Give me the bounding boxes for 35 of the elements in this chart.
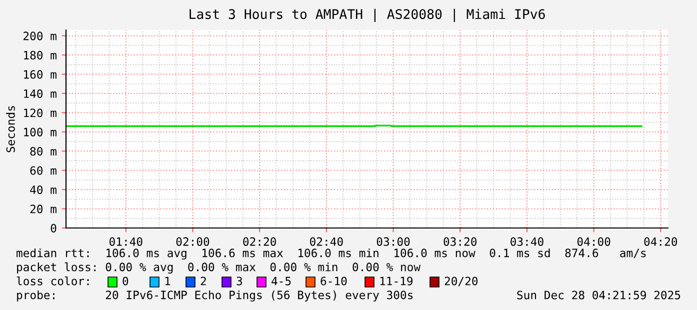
y-tick-label: 100 m — [24, 128, 56, 136]
text: loss color: — [16, 276, 89, 286]
x-tick-label: 03:20 — [444, 237, 477, 246]
y-tick-label: 0 — [50, 224, 56, 233]
x-tick-label: 03:00 — [376, 237, 410, 246]
y-tick-label: 20 m — [30, 204, 56, 214]
y-tick-label: 80 m — [30, 147, 56, 156]
text: Sun Dec 28 04:21:59 2025 — [517, 290, 680, 300]
y-tick-label: 40 m — [30, 185, 56, 194]
text: 1 — [165, 276, 170, 286]
y-tick-label: 160 m — [24, 70, 56, 79]
text: median rtt: 106.0 ms avg 106.6 ms max 106.0 ms min 106.0 ms now 0.1 ms sd 874.6 am/s — [16, 248, 646, 260]
text: 11-19 — [380, 276, 413, 286]
text: 20/20 — [444, 276, 478, 286]
text: packet loss: 0.00 % avg 0.00 % max 0.00 % min 0.00 % now — [17, 262, 421, 274]
x-tick-label: 04:20 — [644, 237, 678, 246]
chart-title: Last 3 Hours to AMPATH | AS20080 | Miami IPv6 — [190, 8, 545, 22]
y-tick-label: 200 m — [24, 32, 56, 40]
x-tick-label: 04:00 — [577, 237, 610, 246]
x-tick-label: 02:40 — [310, 237, 343, 246]
y-tick-label: 180 m — [24, 50, 56, 60]
x-tick-label: 02:20 — [243, 237, 276, 246]
text: probe: 20 IPv6-ICMP Echo Pings (56 Bytes) every 300s — [17, 290, 413, 302]
y-tick-label: 120 m — [24, 108, 56, 118]
text: 6-10 — [320, 276, 347, 286]
y-axis-title: Seconds — [6, 106, 15, 152]
x-tick-label: 02:00 — [176, 237, 210, 246]
text: 0 — [122, 276, 128, 286]
x-tick-label: 03:40 — [510, 237, 544, 246]
y-tick-label: 60 m — [30, 166, 56, 175]
text: 4-5 — [272, 276, 291, 286]
text: 2 — [200, 276, 206, 286]
x-tick-label: 01:40 — [110, 237, 142, 246]
text: 3 — [236, 276, 242, 286]
y-tick-label: 140 m — [24, 89, 56, 98]
